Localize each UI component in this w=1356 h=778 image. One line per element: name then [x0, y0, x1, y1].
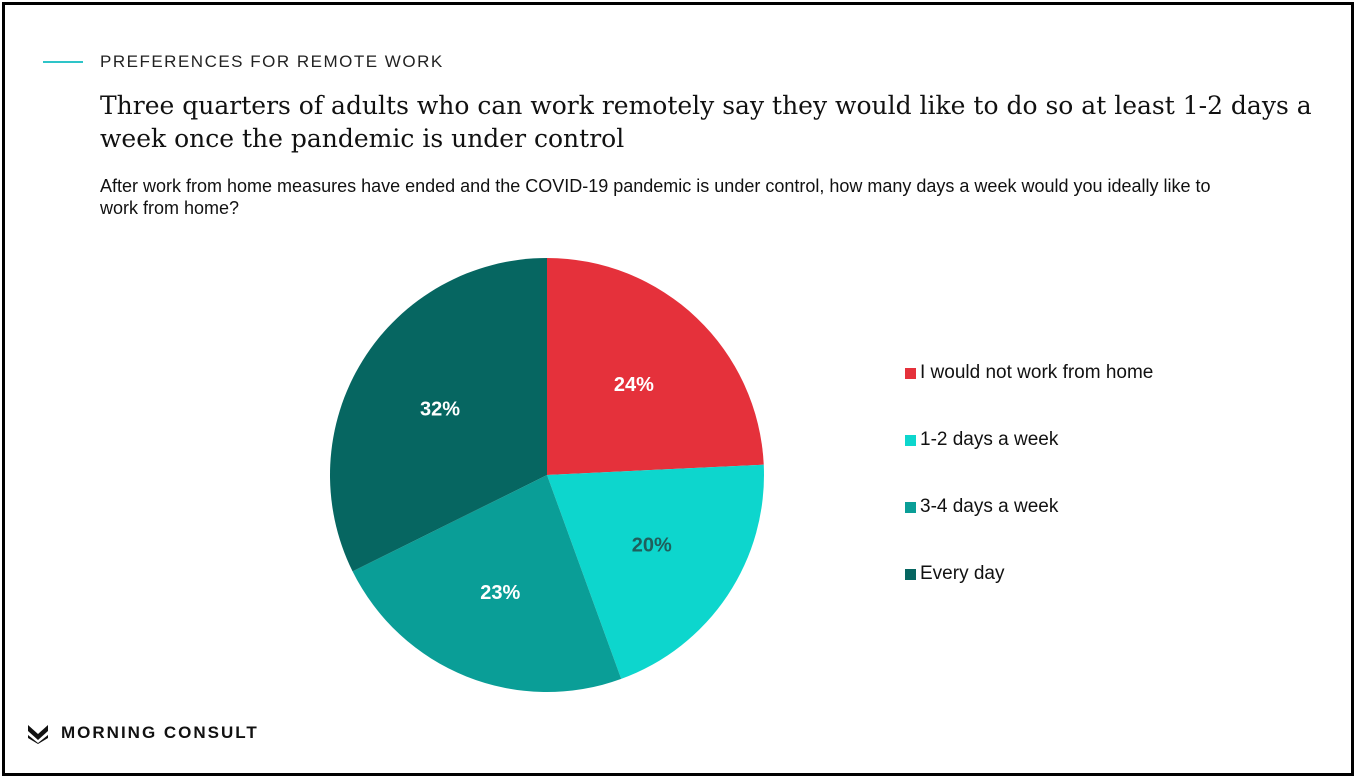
legend-swatch	[905, 502, 916, 513]
question-subtitle: After work from home measures have ended…	[100, 176, 1211, 218]
section-accent-line	[43, 61, 83, 63]
headline: Three quarters of adults who can work re…	[100, 91, 1312, 153]
legend-swatch	[905, 368, 916, 379]
legend-item-1-2-days: 1-2 days a week	[905, 429, 1153, 496]
pie-data-label-not-work-from-home: 24%	[614, 374, 654, 396]
pie-chart: 24% 20% 23% 32%	[329, 258, 764, 692]
legend-swatch	[905, 569, 916, 580]
pie-slice-3-4-days	[352, 475, 622, 692]
pie-slice-not-work-from-home	[547, 258, 764, 475]
pie-data-label-3-4-days: 23%	[480, 582, 520, 604]
pie-data-label-every-day: 32%	[420, 399, 460, 421]
morning-consult-logo-icon	[28, 725, 48, 744]
legend-item-not-work-from-home: I would not work from home	[905, 362, 1153, 429]
legend-item-3-4-days: 3-4 days a week	[905, 496, 1153, 563]
pie-slice-1-2-days	[547, 464, 764, 679]
legend-label: I would not work from home	[920, 362, 1154, 383]
morning-consult-logo: MORNING CONSULT	[27, 722, 259, 744]
legend-item-every-day: Every day	[905, 563, 1153, 630]
pie-data-label-1-2-days: 20%	[632, 535, 672, 557]
legend-label: Every day	[920, 563, 1005, 584]
pie-slice-every-day	[329, 258, 547, 572]
brand-name: MORNING CONSULT	[61, 723, 259, 742]
legend-swatch	[905, 435, 916, 446]
chart-legend: I would not work from home 1-2 days a we…	[905, 362, 1153, 630]
legend-label: 1-2 days a week	[920, 429, 1059, 450]
section-label: PREFERENCES FOR REMOTE WORK	[100, 52, 444, 71]
legend-label: 3-4 days a week	[920, 496, 1059, 517]
